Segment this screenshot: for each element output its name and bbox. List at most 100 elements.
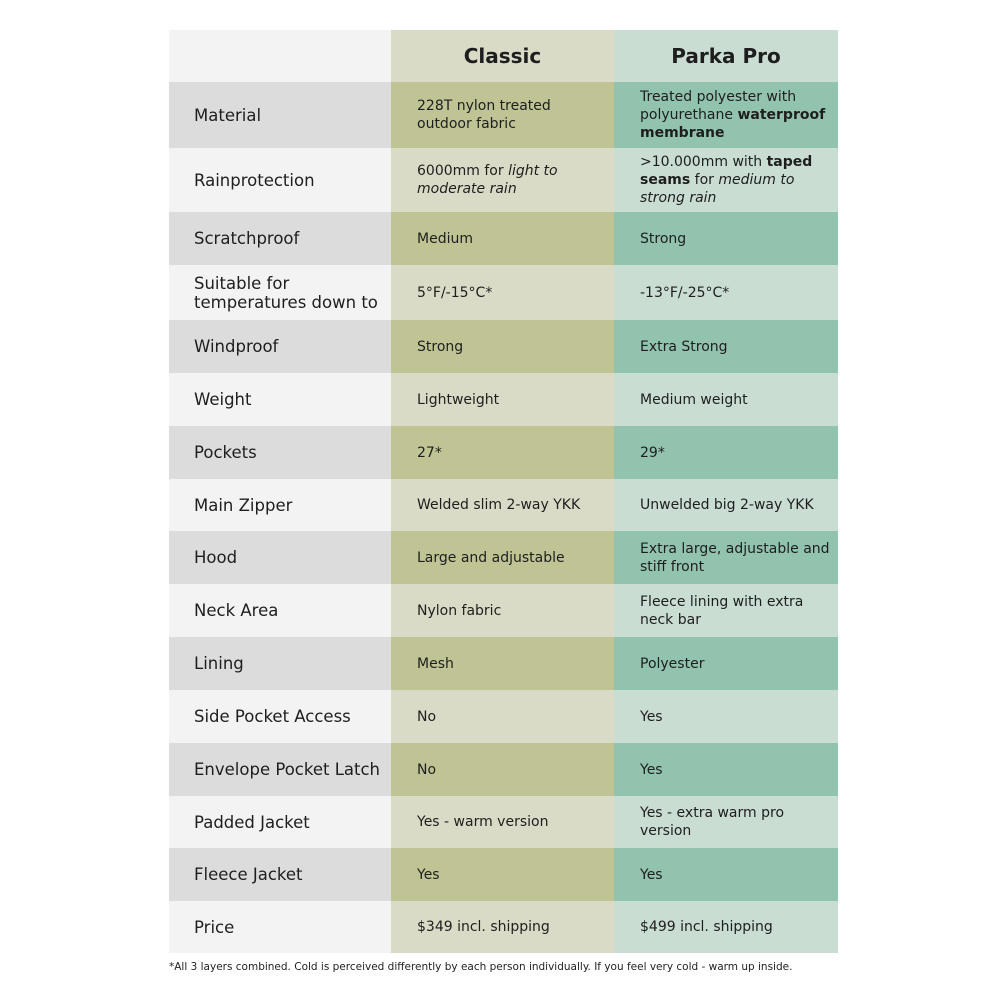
- row-label: Fleece Jacket: [169, 848, 391, 901]
- parka-cell: Yes: [614, 743, 838, 796]
- row-label: Scratchproof: [169, 212, 391, 265]
- cell-text: Welded slim 2-way YKK: [417, 497, 581, 513]
- cell-text: No: [417, 708, 437, 725]
- row-label: Lining: [169, 637, 391, 690]
- parka-cell: $499 incl. shipping: [614, 901, 838, 953]
- row-label: Pockets: [169, 426, 391, 479]
- table-row: Neck Area Nylon fabric Fleece lining with …: [169, 584, 838, 637]
- table-row: Scratchproof Medium Strong: [169, 212, 838, 265]
- cell-text: light to moderate rain: [417, 163, 558, 197]
- cell-text: Polyester: [640, 655, 705, 672]
- cell-text: Mesh: [417, 655, 454, 672]
- row-label: Padded Jacket: [169, 796, 391, 848]
- cell-text: Yes - warm version: [417, 814, 549, 830]
- row-label: Windproof: [169, 320, 391, 373]
- table-row: Suitable for temperatures down to 5°F/-15…: [169, 265, 838, 320]
- cell-text: Medium: [417, 230, 473, 247]
- comparison-table: Classic Parka Pro Material 228T nylon tre…: [169, 30, 838, 953]
- classic-cell: Welded slim 2-way YKK: [391, 479, 614, 531]
- cell-text: Strong: [417, 338, 464, 355]
- classic-cell: Lightweight: [391, 373, 614, 426]
- header-classic: Classic: [391, 30, 614, 82]
- cell-text: Extra large, adjustable and stiff front: [640, 540, 830, 575]
- row-label: Side Pocket Access: [169, 690, 391, 743]
- classic-cell: 228T nylon treated outdoor fabric: [391, 82, 614, 148]
- cell-text: waterproof membrane: [640, 107, 826, 141]
- table-row: Padded Jacket Yes - warm version Yes - ext…: [169, 796, 838, 848]
- cell-text: Lightweight: [417, 391, 500, 408]
- table-row: Main Zipper Welded slim 2-way YKK Unwelded…: [169, 479, 838, 531]
- classic-cell: Large and adjustable: [391, 531, 614, 584]
- table-row: Material 228T nylon treated outdoor fabri…: [169, 82, 838, 148]
- cell-text: 29*: [640, 444, 665, 461]
- table-row: Pockets 27* 29*: [169, 426, 838, 479]
- row-label: Envelope Pocket Latch: [169, 743, 391, 796]
- header-blank: [169, 30, 391, 82]
- cell-text: No: [417, 761, 437, 778]
- cell-text: for: [690, 172, 719, 188]
- table-row: Lining Mesh Polyester: [169, 637, 838, 690]
- row-label: Material: [169, 82, 391, 148]
- cell-text: 6000mm for: [417, 163, 509, 179]
- header-parka-pro: Parka Pro: [614, 30, 838, 82]
- parka-cell: Extra large, adjustable and stiff front: [614, 531, 838, 584]
- row-label: Main Zipper: [169, 479, 391, 531]
- classic-cell: Yes: [391, 848, 614, 901]
- parka-cell: Unwelded big 2-way YKK: [614, 479, 838, 531]
- header-row: Classic Parka Pro: [169, 30, 838, 82]
- row-label: Suitable for temperatures down to: [169, 265, 391, 320]
- parka-cell: 29*: [614, 426, 838, 479]
- parka-cell: Strong: [614, 212, 838, 265]
- table-row: Fleece Jacket Yes Yes: [169, 848, 838, 901]
- classic-cell: Nylon fabric: [391, 584, 614, 637]
- parka-cell: Yes: [614, 848, 838, 901]
- cell-text: >10.000mm with: [640, 154, 767, 170]
- row-label: Neck Area: [169, 584, 391, 637]
- cell-text: $499 incl. shipping: [640, 919, 773, 935]
- parka-cell: -13°F/-25°C*: [614, 265, 838, 320]
- classic-cell: $349 incl. shipping: [391, 901, 614, 953]
- classic-cell: Mesh: [391, 637, 614, 690]
- cell-text: Medium weight: [640, 391, 748, 408]
- cell-text: Nylon fabric: [417, 602, 502, 619]
- footnote: *All 3 layers combined. Cold is perceive…: [169, 961, 793, 973]
- cell-text: Fleece lining with extra neck bar: [640, 593, 804, 628]
- parka-cell: Fleece lining with extra neck bar: [614, 584, 838, 637]
- cell-text: Yes: [640, 708, 663, 725]
- classic-cell: Medium: [391, 212, 614, 265]
- parka-cell: Yes: [614, 690, 838, 743]
- table-row: Price $349 incl. shipping $499 incl. shipp…: [169, 901, 838, 953]
- cell-text: Treated polyester with polyurethane: [640, 89, 797, 123]
- cell-text: Large and adjustable: [417, 549, 565, 566]
- parka-cell: Medium weight: [614, 373, 838, 426]
- parka-cell: Extra Strong: [614, 320, 838, 373]
- row-label: Rainprotection: [169, 148, 391, 212]
- table-row: Side Pocket Access No Yes: [169, 690, 838, 743]
- table-row: Rainprotection 6000mm for light to modera…: [169, 148, 838, 212]
- table-row: Envelope Pocket Latch No Yes: [169, 743, 838, 796]
- cell-text: Yes: [417, 866, 440, 883]
- cell-text: Unwelded big 2-way YKK: [640, 497, 814, 513]
- parka-cell: >10.000mm with taped seams for medium to…: [614, 148, 838, 212]
- table-row: Weight Lightweight Medium weight: [169, 373, 838, 426]
- classic-cell: Yes - warm version: [391, 796, 614, 848]
- cell-text: Yes: [640, 866, 663, 883]
- parka-cell: Treated polyester with polyurethane wate…: [614, 82, 838, 148]
- cell-text: taped seams: [640, 154, 813, 188]
- cell-text: 228T nylon treated outdoor fabric: [417, 98, 551, 132]
- parka-cell: Polyester: [614, 637, 838, 690]
- cell-text: -13°F/-25°C*: [640, 284, 730, 301]
- classic-cell: No: [391, 690, 614, 743]
- cell-text: Yes - extra warm pro version: [640, 805, 785, 839]
- cell-text: medium to strong rain: [640, 172, 795, 206]
- classic-cell: 27*: [391, 426, 614, 479]
- table-row: Hood Large and adjustable Extra large, adj…: [169, 531, 838, 584]
- parka-cell: Yes - extra warm pro version: [614, 796, 838, 848]
- row-label: Hood: [169, 531, 391, 584]
- cell-text: Yes: [640, 761, 663, 778]
- table-row: Windproof Strong Extra Strong: [169, 320, 838, 373]
- classic-cell: 6000mm for light to moderate rain: [391, 148, 614, 212]
- cell-text: 27*: [417, 444, 442, 461]
- cell-text: Extra Strong: [640, 338, 728, 355]
- classic-cell: Strong: [391, 320, 614, 373]
